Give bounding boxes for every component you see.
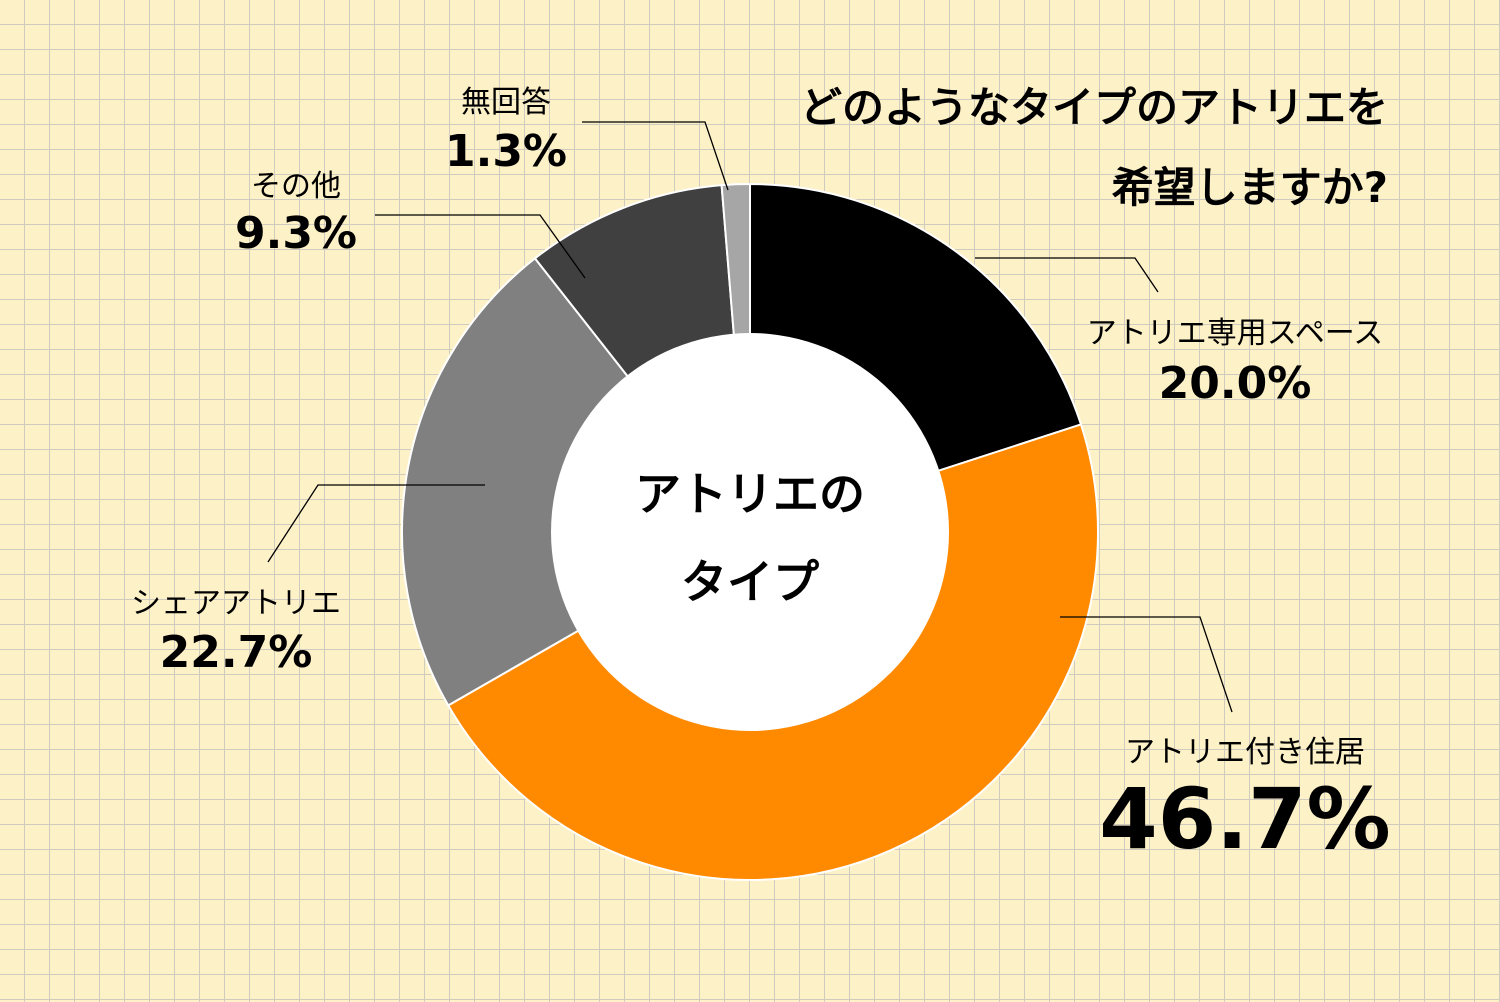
center-label-line-2: タイプ: [681, 555, 819, 609]
slice-label-dedicated: アトリエ専用スペース: [1087, 316, 1383, 351]
leader-line-dedicated: [975, 257, 1159, 293]
slice-label-share: シェアアトリエ: [131, 586, 341, 621]
leader-line-residence: [1060, 616, 1233, 713]
data-label-share: 22.7%: [160, 627, 313, 678]
slice-label-other: その他: [251, 169, 341, 204]
donut-hole: [551, 333, 949, 731]
leader-line-other: [375, 214, 586, 279]
data-label-noanswer: 1.3%: [445, 126, 567, 177]
leader-line-share: [267, 484, 485, 563]
data-label-other: 9.3%: [235, 208, 357, 259]
chart-title-line-1: どのようなタイプのアトリエを: [800, 83, 1388, 132]
leader-lines: [267, 121, 1233, 713]
data-label-residence: 46.7%: [1099, 770, 1390, 868]
leader-line-noanswer: [582, 121, 729, 191]
data-label-dedicated: 20.0%: [1159, 358, 1312, 409]
center-label-line-1: アトリエの: [635, 467, 865, 521]
chart-title-line-2: 希望しますか?: [1112, 163, 1388, 212]
slice-label-residence: アトリエ付き住居: [1125, 735, 1365, 770]
slice-label-noanswer: 無回答: [461, 85, 551, 120]
